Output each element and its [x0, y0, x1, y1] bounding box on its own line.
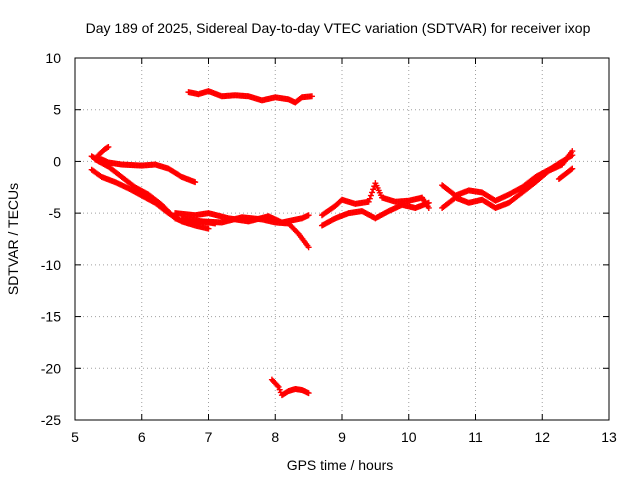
- y-tick-label: -15: [41, 309, 61, 325]
- chart-title: Day 189 of 2025, Sidereal Day-to-day VTE…: [86, 20, 591, 36]
- y-axis-label: SDTVAR / TECUs: [5, 183, 21, 295]
- data-point: [370, 186, 377, 193]
- data-point: [369, 189, 376, 196]
- x-tick-label: 12: [534, 429, 550, 445]
- y-tick-label: -20: [41, 360, 61, 376]
- data-series: [88, 88, 576, 399]
- data-point: [192, 179, 199, 186]
- data-point: [305, 212, 312, 219]
- x-axis-label: GPS time / hours: [287, 457, 394, 473]
- y-tick-label: -5: [49, 205, 62, 221]
- data-point: [568, 166, 575, 173]
- data-point: [367, 192, 374, 199]
- data-point: [275, 383, 282, 390]
- data-point: [105, 143, 112, 150]
- series-arc-13: [555, 165, 576, 183]
- series-arc-4: [95, 143, 112, 159]
- series-arc-12: [439, 148, 576, 211]
- series-arc-8: [268, 376, 312, 399]
- grid-lines: [75, 58, 609, 420]
- x-tick-label: 13: [601, 429, 617, 445]
- y-tick-label: 0: [53, 153, 61, 169]
- x-tick-label: 5: [71, 429, 79, 445]
- x-tick-label: 11: [468, 429, 483, 445]
- axis-ticks: 5 6 7 8 9 10 11 12 13 10 5 0 -5 -10 -15 -20 -25: [41, 50, 617, 445]
- series-arc-7: [185, 88, 315, 106]
- data-point: [274, 382, 281, 389]
- x-tick-label: 7: [205, 429, 213, 445]
- data-point: [305, 390, 312, 397]
- y-tick-label: 5: [53, 102, 61, 118]
- data-point: [425, 204, 432, 211]
- y-tick-label: 10: [45, 50, 61, 66]
- y-tick-label: -10: [41, 257, 61, 273]
- series-arc-11: [439, 152, 576, 204]
- x-tick-label: 8: [271, 429, 279, 445]
- data-point: [276, 386, 283, 393]
- data-point: [305, 244, 312, 251]
- series-arc-10: [318, 180, 432, 219]
- data-point: [365, 198, 372, 205]
- data-point: [366, 195, 373, 202]
- data-point: [569, 148, 576, 155]
- data-point: [205, 225, 212, 232]
- x-tick-label: 10: [401, 429, 417, 445]
- x-tick-label: 6: [138, 429, 146, 445]
- series-arc-6: [178, 214, 312, 251]
- y-tick-label: -25: [41, 412, 61, 428]
- data-point: [308, 93, 315, 100]
- data-point: [569, 165, 576, 172]
- x-tick-label: 9: [338, 429, 346, 445]
